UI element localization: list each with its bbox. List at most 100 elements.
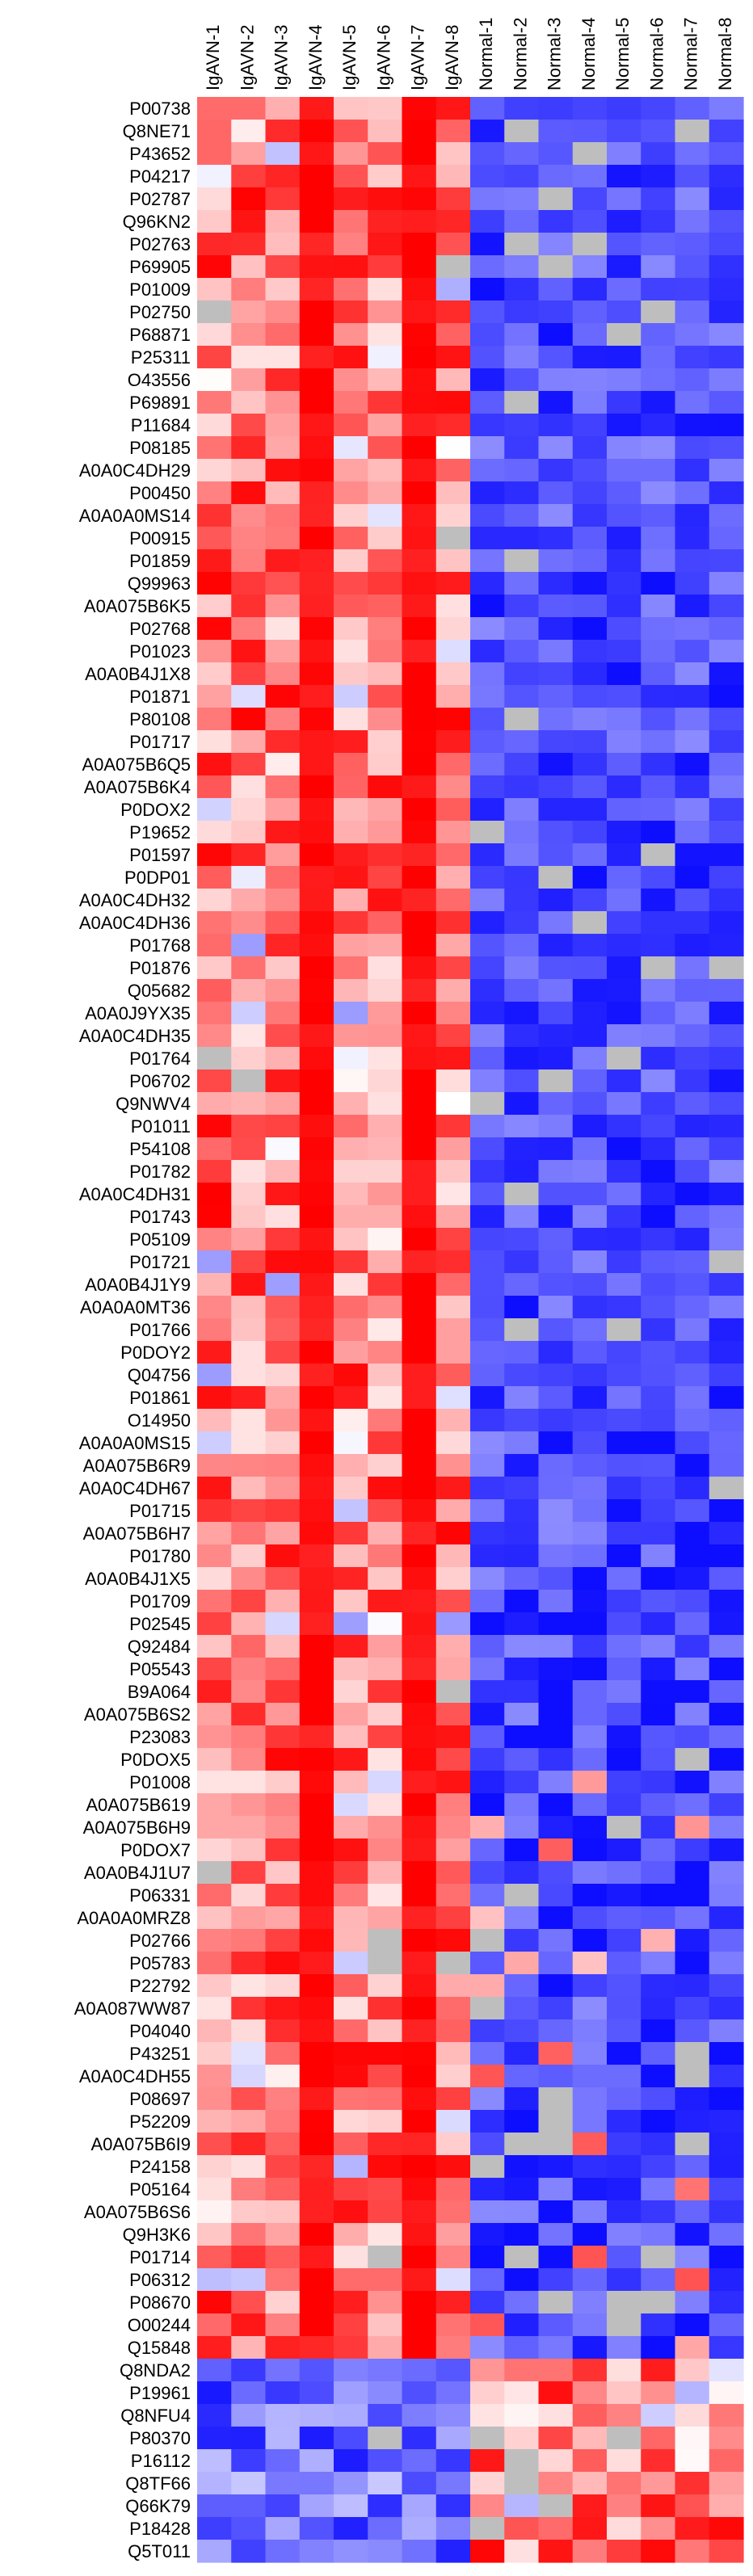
heatmap-cell bbox=[607, 2359, 642, 2382]
heatmap-cell bbox=[299, 2133, 334, 2156]
heatmap-cell bbox=[675, 233, 710, 256]
heatmap-cell bbox=[504, 120, 540, 143]
heatmap-cell bbox=[435, 1884, 471, 1907]
heatmap-cell bbox=[504, 2359, 540, 2382]
heatmap-cell bbox=[607, 572, 642, 595]
heatmap-cell bbox=[231, 2313, 267, 2337]
heatmap-cell bbox=[265, 1409, 301, 1432]
column-label: IgAVN-1 bbox=[203, 24, 223, 90]
heatmap-cell bbox=[197, 1522, 232, 1545]
heatmap-cell bbox=[299, 2517, 334, 2540]
heatmap-cell bbox=[435, 979, 471, 1002]
column-label: IgAVN-7 bbox=[408, 24, 428, 90]
heatmap-cell bbox=[504, 323, 540, 347]
heatmap-cell bbox=[334, 1974, 368, 1998]
heatmap-cell bbox=[265, 1024, 301, 1048]
heatmap-cell bbox=[231, 1092, 267, 1116]
heatmap-cell bbox=[607, 2404, 642, 2427]
row-label: P69891 bbox=[129, 393, 191, 413]
heatmap-cell bbox=[572, 255, 608, 279]
heatmap-cell bbox=[504, 2336, 540, 2360]
row-label: O14950 bbox=[128, 1410, 191, 1431]
heatmap-cell bbox=[504, 1680, 540, 1704]
heatmap-cell bbox=[675, 2427, 710, 2450]
heatmap-cell bbox=[299, 1183, 334, 1206]
heatmap-cell bbox=[538, 1205, 574, 1229]
heatmap-cell bbox=[607, 2517, 642, 2540]
heatmap-cell bbox=[435, 595, 471, 618]
heatmap-cell bbox=[197, 2223, 232, 2246]
heatmap-cell bbox=[402, 1816, 437, 1839]
heatmap-cell bbox=[265, 572, 301, 595]
heatmap-cell bbox=[231, 2200, 267, 2224]
heatmap-cell bbox=[435, 730, 471, 754]
heatmap-cell bbox=[402, 1997, 437, 2020]
heatmap-cell bbox=[470, 1635, 505, 1658]
heatmap-cell bbox=[641, 1884, 676, 1907]
heatmap-cell bbox=[607, 1816, 642, 1839]
heatmap-cell bbox=[265, 527, 301, 550]
heatmap-cell bbox=[470, 1861, 505, 1885]
heatmap-cell bbox=[675, 979, 710, 1002]
heatmap-cell bbox=[538, 527, 574, 550]
column-label: Normal-3 bbox=[545, 18, 565, 90]
heatmap-cell bbox=[675, 1250, 710, 1274]
heatmap-cell bbox=[641, 2178, 676, 2201]
heatmap-cell bbox=[299, 866, 334, 889]
heatmap-cell bbox=[572, 1250, 608, 1274]
heatmap-cell bbox=[231, 2268, 267, 2292]
heatmap-cell bbox=[504, 2155, 540, 2179]
heatmap-cell bbox=[231, 1635, 267, 1658]
heatmap-cell bbox=[538, 210, 574, 233]
heatmap-cell bbox=[435, 2336, 471, 2360]
heatmap-cell bbox=[709, 934, 744, 957]
heatmap-cell bbox=[709, 1590, 744, 1613]
row-label: P05783 bbox=[129, 1953, 191, 1973]
heatmap-cell bbox=[368, 1364, 403, 1387]
heatmap-cell bbox=[675, 1861, 710, 1885]
heatmap-cell bbox=[538, 2110, 574, 2133]
heatmap-cell bbox=[572, 120, 608, 143]
heatmap-cell bbox=[368, 1454, 403, 1477]
heatmap-cell bbox=[470, 934, 505, 957]
heatmap-cell bbox=[197, 1205, 232, 1229]
heatmap-cell bbox=[538, 1929, 574, 1952]
heatmap-cell bbox=[334, 1024, 368, 1048]
heatmap-cell bbox=[709, 1906, 744, 1930]
heatmap-cell bbox=[334, 142, 368, 166]
heatmap-cell bbox=[572, 2404, 608, 2427]
heatmap-cell bbox=[504, 1183, 540, 1206]
heatmap-cell bbox=[368, 346, 403, 369]
heatmap-cell bbox=[299, 346, 334, 369]
heatmap-cell bbox=[607, 142, 642, 166]
heatmap-cell bbox=[538, 1386, 574, 1410]
heatmap-cell bbox=[334, 120, 368, 143]
heatmap-cell bbox=[299, 1612, 334, 1636]
heatmap-cell bbox=[334, 391, 368, 414]
heatmap-cell bbox=[607, 2246, 642, 2269]
heatmap-cell bbox=[334, 1522, 368, 1545]
heatmap-cell bbox=[470, 255, 505, 279]
heatmap-cell bbox=[641, 572, 676, 595]
heatmap-cell bbox=[334, 527, 368, 550]
heatmap-cell bbox=[504, 1658, 540, 1681]
heatmap-cell bbox=[265, 1974, 301, 1998]
heatmap-cell bbox=[231, 1884, 267, 1907]
heatmap-cell bbox=[709, 142, 744, 166]
heatmap-cell bbox=[265, 1567, 301, 1591]
row-label: P08670 bbox=[129, 2292, 191, 2313]
heatmap-cell bbox=[265, 1183, 301, 1206]
heatmap-cell bbox=[607, 323, 642, 347]
heatmap-cell bbox=[504, 1092, 540, 1116]
heatmap-cell bbox=[265, 2381, 301, 2405]
heatmap-cell bbox=[334, 2472, 368, 2495]
heatmap-cell bbox=[334, 2517, 368, 2540]
heatmap-cell bbox=[641, 459, 676, 482]
heatmap-cell bbox=[641, 300, 676, 324]
heatmap-cell bbox=[197, 798, 232, 822]
heatmap-cell bbox=[607, 233, 642, 256]
heatmap-cell bbox=[607, 2019, 642, 2043]
heatmap-cell bbox=[231, 278, 267, 301]
heatmap-cell bbox=[675, 1838, 710, 1862]
heatmap-cell bbox=[538, 1680, 574, 1704]
